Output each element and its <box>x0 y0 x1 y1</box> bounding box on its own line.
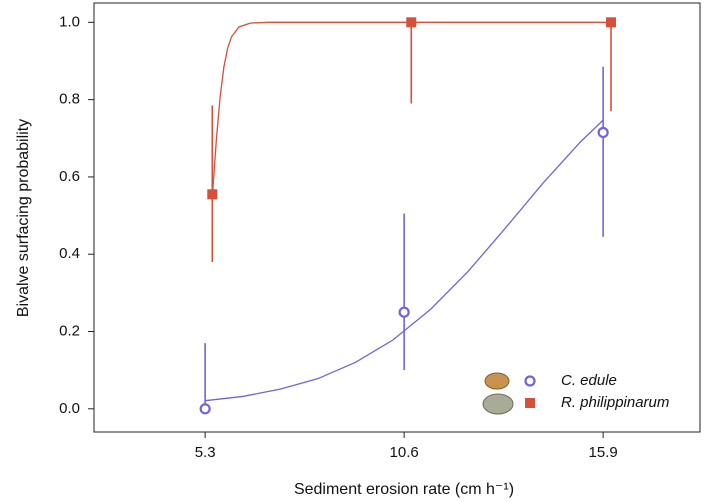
legend-label: C. edule <box>561 372 617 389</box>
point <box>597 126 609 139</box>
x-axis-title: Sediment erosion rate (cm h⁻¹) <box>294 481 514 498</box>
point <box>199 403 211 415</box>
legend-marker <box>525 398 535 408</box>
shell-icon <box>482 393 514 415</box>
x-tick-label: 15.9 <box>589 444 618 461</box>
point <box>398 306 410 318</box>
y-tick-label: 0.4 <box>59 245 80 262</box>
y-tick-label: 1.0 <box>59 13 80 30</box>
point <box>606 17 617 28</box>
y-tick-label: 0.0 <box>59 400 80 417</box>
fit-line <box>211 21 611 193</box>
legend-marker <box>524 375 536 387</box>
point <box>207 189 218 200</box>
point <box>406 17 417 28</box>
shell-icon <box>484 372 510 390</box>
x-tick-label: 5.3 <box>195 444 216 461</box>
y-axis-title: Bivalve surfacing probability <box>15 119 32 317</box>
legend-label: R. philippinarum <box>561 394 669 411</box>
y-tick-label: 0.2 <box>59 322 80 339</box>
y-tick-label: 0.8 <box>59 91 80 108</box>
plot-frame <box>93 2 701 433</box>
y-tick-label: 0.6 <box>59 168 80 185</box>
x-tick-label: 10.6 <box>390 444 419 461</box>
fit-line <box>205 119 604 402</box>
